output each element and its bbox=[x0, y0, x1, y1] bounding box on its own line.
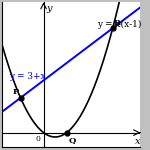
Text: y: y bbox=[46, 4, 52, 13]
Text: R: R bbox=[114, 19, 121, 27]
Text: x: x bbox=[135, 137, 141, 146]
Text: y = 3+x: y = 3+x bbox=[9, 72, 46, 81]
Text: y = x(x-1): y = x(x-1) bbox=[97, 20, 141, 29]
Text: 0: 0 bbox=[36, 135, 41, 143]
Text: P: P bbox=[12, 88, 19, 96]
Text: Q: Q bbox=[68, 136, 76, 144]
